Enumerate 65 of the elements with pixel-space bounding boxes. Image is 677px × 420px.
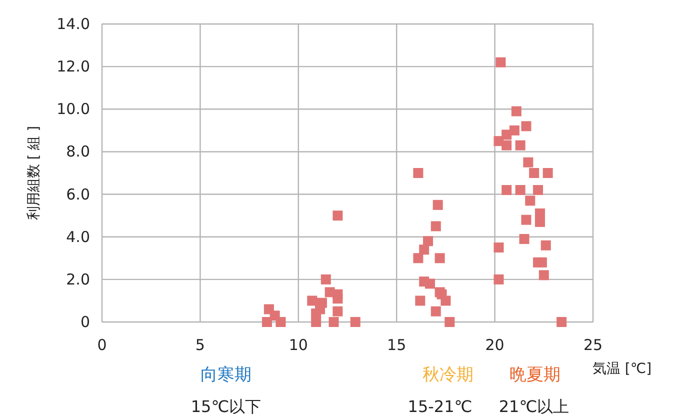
point bbox=[494, 242, 504, 252]
point bbox=[413, 168, 424, 178]
point bbox=[350, 317, 360, 327]
point bbox=[536, 257, 547, 268]
point bbox=[515, 140, 526, 150]
y-tick-label: 14.0 bbox=[56, 15, 90, 33]
point bbox=[502, 185, 512, 196]
point bbox=[430, 306, 441, 316]
point bbox=[413, 253, 424, 264]
point bbox=[424, 278, 435, 289]
point bbox=[494, 274, 504, 284]
x-tick-label: 15 bbox=[387, 336, 406, 354]
x-tick-label: 10 bbox=[288, 336, 308, 354]
point bbox=[496, 57, 506, 68]
point bbox=[332, 294, 343, 304]
y-tick-label: 6.0 bbox=[66, 185, 90, 204]
point bbox=[444, 317, 455, 327]
point bbox=[540, 240, 551, 250]
point bbox=[307, 296, 318, 306]
point bbox=[515, 185, 526, 196]
point bbox=[430, 221, 441, 232]
point bbox=[332, 306, 343, 316]
text: 向寒期 bbox=[200, 365, 252, 385]
y-tick-label: 8.0 bbox=[66, 142, 90, 161]
x-axis-title: 気温 [℃] bbox=[592, 361, 652, 377]
point bbox=[419, 244, 430, 255]
y-tick-label: 2.0 bbox=[66, 270, 90, 288]
point bbox=[511, 106, 522, 116]
point bbox=[521, 214, 532, 225]
point bbox=[415, 296, 426, 306]
y-axis-title: 利用組数 [ 組 ] bbox=[26, 126, 42, 220]
text: 21℃以上 bbox=[498, 397, 570, 416]
point bbox=[434, 253, 445, 264]
x-tick-label: 0 bbox=[97, 336, 107, 354]
point bbox=[332, 210, 343, 221]
point bbox=[328, 317, 339, 327]
point bbox=[432, 200, 443, 210]
y-tick-label: 10.0 bbox=[56, 100, 90, 118]
text: 秋冷期 bbox=[422, 365, 474, 385]
point bbox=[525, 196, 536, 206]
point bbox=[534, 216, 545, 227]
point bbox=[542, 168, 553, 178]
point bbox=[519, 234, 530, 244]
point bbox=[502, 130, 512, 140]
point bbox=[533, 185, 544, 196]
point bbox=[529, 168, 540, 178]
text: 15-21℃ bbox=[408, 397, 472, 416]
x-tick-label: 20 bbox=[485, 336, 504, 354]
y-tick-label: 0 bbox=[80, 313, 90, 331]
point bbox=[311, 317, 322, 327]
y-tick-label: 12.0 bbox=[56, 58, 90, 76]
point bbox=[556, 317, 567, 327]
point bbox=[276, 317, 286, 327]
point bbox=[523, 157, 534, 168]
x-tick-label: 5 bbox=[195, 336, 205, 354]
point bbox=[502, 140, 512, 150]
point bbox=[320, 274, 331, 284]
text: 晩夏期 bbox=[510, 365, 560, 385]
point bbox=[521, 121, 532, 132]
y-tick-label: 4.0 bbox=[66, 228, 90, 246]
point bbox=[538, 270, 549, 280]
text: 15℃以下 bbox=[190, 397, 262, 416]
x-tick-label: 25 bbox=[583, 336, 603, 354]
point bbox=[262, 317, 272, 327]
point bbox=[423, 236, 434, 246]
